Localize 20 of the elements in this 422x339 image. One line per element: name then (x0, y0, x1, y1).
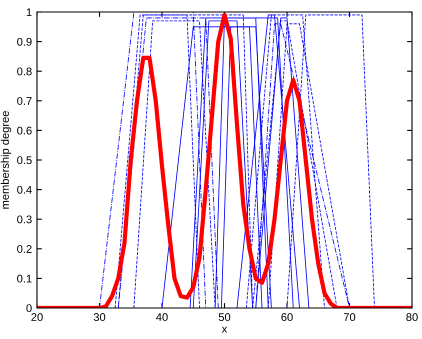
y-tick-label: 0.5 (17, 156, 32, 164)
y-tick-label: 0.9 (17, 38, 32, 46)
y-tick-label: 0 (26, 304, 32, 312)
x-tick-label: 20 (31, 313, 43, 322)
x-tick-label: 70 (344, 313, 356, 322)
y-tick-label: 1 (26, 8, 32, 16)
y-axis-title: membership degree (0, 111, 12, 209)
y-tick-label: 0.3 (17, 215, 32, 224)
x-tick-label: 40 (156, 313, 168, 322)
y-tick-label: 0.6 (17, 126, 32, 135)
y-tick-label: 0.2 (17, 245, 32, 253)
y-tick-label: 0.8 (17, 67, 32, 76)
x-tick-label: 60 (281, 313, 293, 322)
x-tick-label: 80 (406, 313, 418, 322)
x-axis-title: x (222, 326, 228, 333)
x-tick-label: 30 (94, 313, 106, 322)
x-tick-label: 50 (218, 313, 230, 322)
y-tick-label: 0.4 (17, 186, 32, 194)
y-tick-label: 0.1 (17, 274, 32, 283)
y-tick-label: 0.7 (17, 97, 32, 105)
